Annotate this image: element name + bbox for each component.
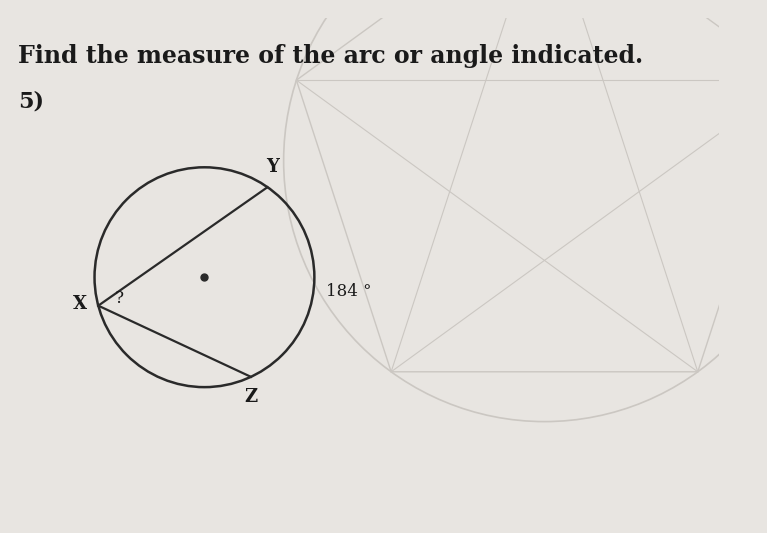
Text: 184 °: 184 ° — [325, 282, 371, 300]
Text: X: X — [73, 295, 87, 313]
Text: Find the measure of the arc or angle indicated.: Find the measure of the arc or angle ind… — [18, 44, 644, 68]
Text: 5): 5) — [18, 91, 44, 113]
Text: Y: Y — [265, 158, 278, 176]
Text: Z: Z — [245, 388, 258, 406]
Text: ?: ? — [115, 290, 124, 306]
